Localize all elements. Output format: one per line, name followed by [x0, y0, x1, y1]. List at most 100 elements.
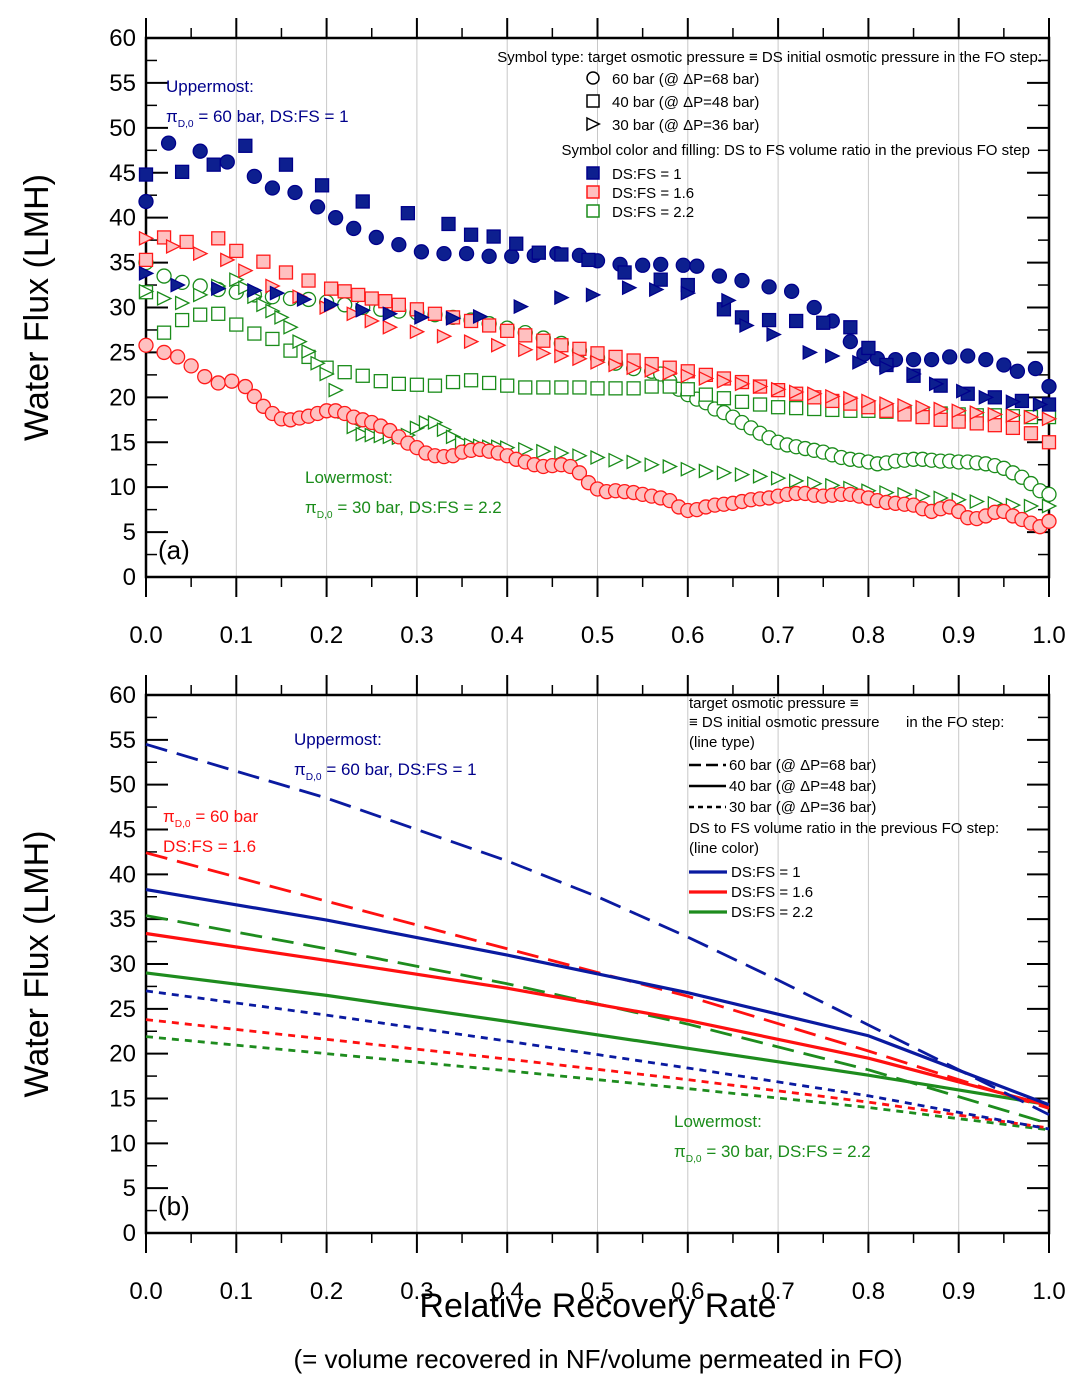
data-point [436, 328, 453, 344]
y-tick-label: 5 [123, 1175, 136, 1202]
x-tick-label: 0.9 [942, 1278, 975, 1305]
data-point [224, 373, 240, 389]
data-point [761, 279, 777, 295]
data-point [807, 476, 823, 492]
data-point [608, 381, 623, 396]
data-point [504, 248, 520, 264]
legend-title: Symbol color and filling: DS to FS volum… [561, 142, 1030, 159]
data-point [644, 457, 660, 473]
data-point [852, 354, 868, 370]
data-point [1041, 378, 1057, 395]
data-point [156, 290, 173, 307]
data-point [698, 370, 715, 387]
x-tick-label: 0.4 [491, 622, 524, 649]
y-tick-label: 60 [109, 682, 136, 709]
data-point [572, 351, 588, 367]
data-point [138, 337, 154, 353]
annotation-uppermost-title: Uppermost: [294, 730, 382, 749]
data-point [481, 375, 497, 391]
data-point [1023, 498, 1040, 514]
data-point [1041, 435, 1057, 450]
series-line-blue-long [145, 742, 1050, 1116]
data-point [783, 283, 800, 299]
data-point [174, 295, 191, 311]
data-point [400, 206, 416, 221]
x-tick-label: 0.4 [491, 1278, 524, 1305]
data-point [138, 167, 154, 182]
data-point [1027, 360, 1044, 377]
data-point [346, 306, 362, 322]
data-point [734, 467, 751, 483]
data-point [211, 281, 227, 297]
data-point [327, 210, 344, 226]
data-point [169, 349, 186, 365]
data-point [156, 325, 172, 340]
data-point [752, 468, 769, 484]
data-point [220, 252, 236, 268]
data-point [193, 287, 209, 303]
y-tick-label: 10 [109, 474, 136, 501]
x-tick-label: 0.8 [852, 622, 885, 649]
annotation-lowermost-title: Lowermost: [305, 468, 393, 487]
y-tick-label: 30 [109, 295, 136, 322]
annotations: Uppermost: πD,0 = 60 bar, DS:FS = 1 Lowerm… [166, 77, 502, 521]
legend-title: (line color) [689, 840, 759, 857]
data-point [978, 351, 994, 368]
data-point [843, 320, 858, 335]
data-point [739, 317, 755, 334]
data-point [951, 414, 966, 429]
data-point [328, 382, 344, 398]
data-point [246, 168, 263, 184]
data-point [193, 307, 208, 322]
data-point [987, 406, 1004, 422]
x-tick-label: 0.7 [761, 1278, 794, 1305]
data-point [956, 383, 972, 399]
y-axis-title: Water Flux (LMH) [18, 831, 56, 1098]
data-point [256, 297, 272, 313]
data-point [915, 399, 931, 415]
data-point [933, 412, 948, 427]
legend: Symbol type: target osmotic pressure ≡ D… [497, 49, 1042, 221]
data-point [906, 366, 922, 382]
legend-title: target osmotic pressure ≡ [689, 695, 859, 712]
panel-label: (b) [158, 1191, 190, 1221]
data-point [210, 375, 226, 391]
legend-label: 40 bar (@ ΔP=48 bar) [729, 778, 876, 795]
annotation-uppermost-title: Uppermost: [166, 77, 254, 96]
y-tick-label: 50 [109, 772, 136, 799]
data-point [138, 265, 155, 281]
data-point [644, 362, 660, 378]
series-red-circle [138, 337, 1057, 535]
data-point [409, 420, 426, 436]
data-point [238, 138, 253, 153]
data-point [391, 297, 406, 312]
legend-label: DS:FS = 1 [731, 864, 801, 881]
data-point [513, 299, 530, 315]
data-point [337, 365, 352, 380]
data-point [409, 324, 426, 340]
data-point [1023, 409, 1040, 425]
data-point [138, 252, 154, 268]
data-point [590, 354, 606, 370]
annotation-lowermost-formula: πD,0 = 30 bar, DS:FS = 2.2 [305, 498, 502, 521]
data-point [445, 429, 462, 445]
data-point [463, 227, 479, 242]
data-point [996, 357, 1012, 373]
data-point [969, 493, 986, 510]
data-point [509, 236, 524, 251]
annotation-red-extra: DS:FS = 1.6 [163, 837, 256, 856]
data-point [193, 246, 209, 262]
data-point [969, 405, 986, 421]
data-point [789, 400, 804, 416]
series-red-triangle [138, 230, 1058, 427]
data-point [368, 229, 384, 246]
data-point [301, 273, 316, 288]
data-point [170, 277, 186, 293]
data-point [1023, 426, 1039, 441]
data-point [802, 344, 819, 360]
x-axis-title: Relative Recovery Rate [419, 1287, 776, 1325]
data-point [458, 245, 475, 262]
data-point [825, 348, 841, 364]
data-point [211, 231, 226, 246]
data-point [310, 355, 326, 371]
